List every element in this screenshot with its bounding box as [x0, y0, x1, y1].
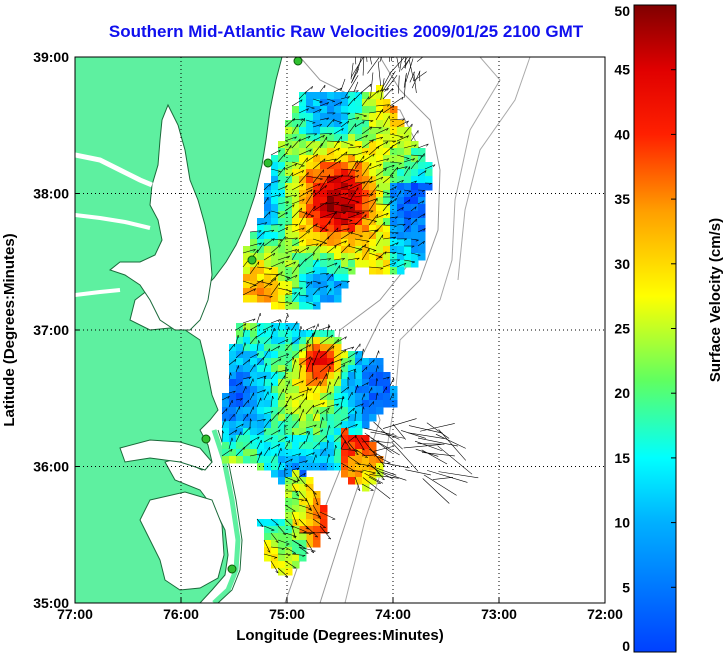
- station-marker: [263, 158, 273, 168]
- colorbar-tick-label: 20: [614, 385, 630, 401]
- colorbar-tick-label: 0: [622, 638, 630, 654]
- x-axis-label: Longitude (Degrees:Minutes): [236, 627, 444, 644]
- tributary-3: [75, 288, 121, 297]
- colorbar-tick-label: 15: [614, 450, 630, 466]
- y-axis-ticks: 39:00 38:00 37:00 36:00 35:00: [33, 49, 80, 611]
- x-tick-label: 76:00: [163, 606, 199, 622]
- colorbar-tick-label: 40: [614, 126, 630, 142]
- colorbar-tick-label: 30: [614, 256, 630, 272]
- x-tick-label: 72:00: [587, 606, 623, 622]
- bathymetry-contour-4: [457, 57, 531, 281]
- colorbar-label: Surface Velocity (cm/s): [707, 218, 724, 382]
- station-marker: [201, 434, 211, 444]
- y-tick-label: 37:00: [33, 322, 69, 338]
- tributary-1: [75, 152, 153, 188]
- bathymetry-contour-3: [344, 57, 501, 603]
- bathymetry-contour-2: [319, 57, 441, 603]
- y-tick-label: 36:00: [33, 459, 69, 475]
- x-tick-label: 77:00: [57, 606, 93, 622]
- pamlico-sound: [139, 491, 225, 591]
- x-tick-label: 75:00: [269, 606, 305, 622]
- y-tick-label: 39:00: [33, 49, 69, 65]
- station-marker: [293, 57, 303, 66]
- colorbar: [633, 4, 677, 653]
- colorbar-tick-label: 45: [614, 62, 630, 78]
- velocity-field: [222, 85, 433, 576]
- x-tick-label: 74:00: [375, 606, 411, 622]
- tributary-2: [75, 213, 151, 230]
- colorbar-tick-label: 50: [614, 3, 630, 19]
- colorbar-ticks: 0 5 10 15 20 25 30 35 40 45 50: [614, 3, 676, 654]
- map-grid: [75, 57, 605, 603]
- map-title: Southern Mid-Atlantic Raw Velocities 200…: [108, 22, 584, 41]
- colorbar-tick-label: 10: [614, 515, 630, 531]
- station-marker: [247, 255, 257, 265]
- station-marker: [227, 564, 237, 574]
- colorbar-tick-label: 25: [614, 321, 630, 337]
- colorbar-tick-label: 5: [622, 579, 630, 595]
- y-axis-label: Latitude (Degrees:Minutes): [1, 233, 18, 426]
- y-tick-label: 35:00: [33, 595, 69, 611]
- velocity-vectors: [221, 57, 479, 578]
- colorbar-tick-label: 35: [614, 191, 630, 207]
- albemarle-sound: [119, 439, 213, 471]
- x-axis-ticks: 77:00 76:00 75:00 74:00 73:00 72:00: [57, 598, 623, 622]
- y-tick-label: 38:00: [33, 186, 69, 202]
- chesapeake-bay: [108, 103, 213, 331]
- x-tick-label: 73:00: [481, 606, 517, 622]
